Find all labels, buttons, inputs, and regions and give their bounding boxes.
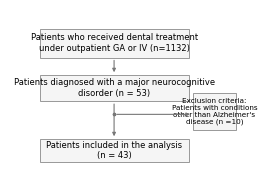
Text: Patients included in the analysis
(n = 43): Patients included in the analysis (n = 4… [46,141,182,160]
Text: Patients diagnosed with a major neurocognitive
disorder (n = 53): Patients diagnosed with a major neurocog… [14,78,215,98]
Text: Patients who received dental treatment
under outpatient GA or IV (n=1132): Patients who received dental treatment u… [30,33,198,53]
FancyBboxPatch shape [40,139,189,162]
FancyBboxPatch shape [193,93,236,130]
FancyBboxPatch shape [40,29,189,58]
Text: Exclusion criteria:
Patients with conditions
other than Alzheimer's
disease (n =: Exclusion criteria: Patients with condit… [172,98,257,125]
FancyBboxPatch shape [40,75,189,101]
